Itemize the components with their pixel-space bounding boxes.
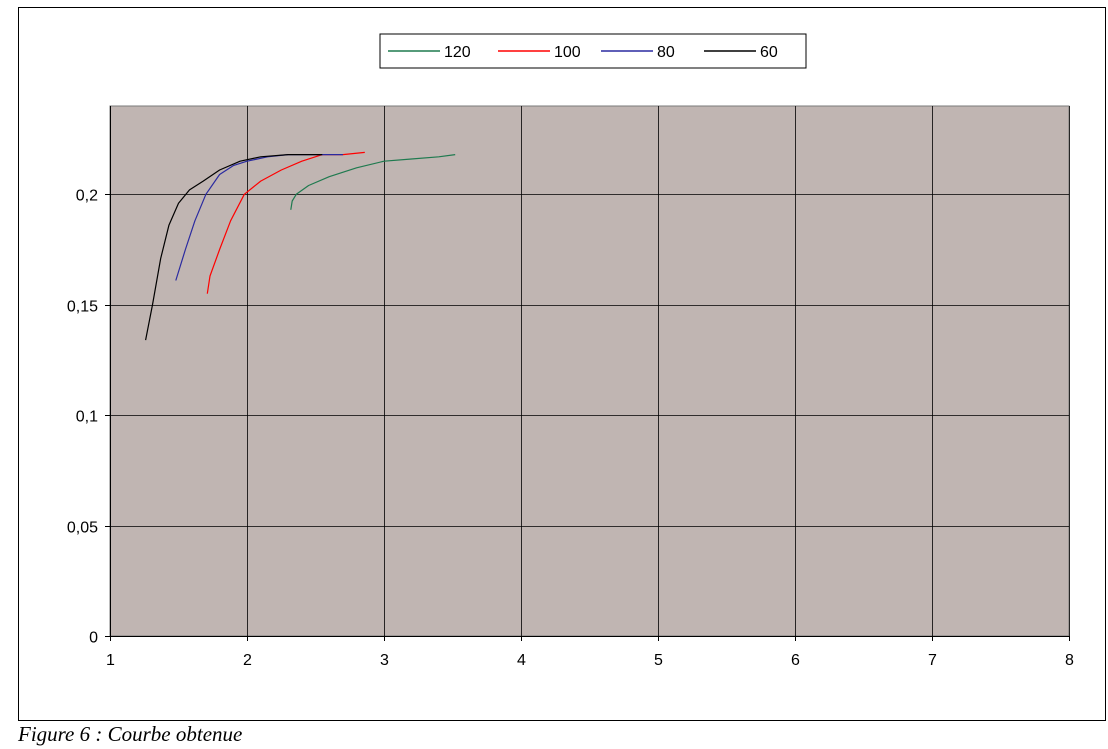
legend-label-80: 80 [657, 44, 675, 61]
x-tick-label: 1 [106, 652, 115, 669]
plot-area [109, 105, 1070, 637]
series-line-60 [145, 154, 323, 341]
legend: 120 100 80 60 [379, 33, 807, 69]
gridlines [110, 106, 1070, 636]
x-tick-label: 7 [928, 652, 937, 669]
y-tick-label: 0,2 [76, 188, 98, 205]
x-tick-label: 2 [243, 652, 252, 669]
y-tick-label: 0 [89, 630, 98, 647]
y-tick-label: 0,05 [67, 520, 98, 537]
legend-label-100: 100 [554, 44, 581, 61]
x-tick-label: 5 [654, 652, 663, 669]
axes: 0 0,05 0,1 0,15 0,2 1 2 3 4 5 6 7 8 [67, 106, 1074, 669]
y-tick-label: 0,1 [76, 409, 98, 426]
y-tick-label: 0,15 [67, 299, 98, 316]
figure-caption: Figure 6 : Courbe obtenue [18, 722, 243, 746]
legend-label-120: 120 [444, 44, 471, 61]
x-tick-label: 3 [380, 652, 389, 669]
series-line-120 [290, 154, 456, 210]
x-tick-label: 6 [791, 652, 800, 669]
chart-frame: 0 0,05 0,1 0,15 0,2 1 2 3 4 5 6 7 8 120 100 80 60 [18, 7, 1106, 721]
legend-label-60: 60 [760, 44, 778, 61]
series-lines [145, 151, 456, 341]
chart-svg: 0 0,05 0,1 0,15 0,2 1 2 3 4 5 6 7 8 120 100 80 60 [67, 33, 1074, 669]
x-tick-label: 8 [1065, 652, 1074, 669]
x-tick-label: 4 [517, 652, 526, 669]
